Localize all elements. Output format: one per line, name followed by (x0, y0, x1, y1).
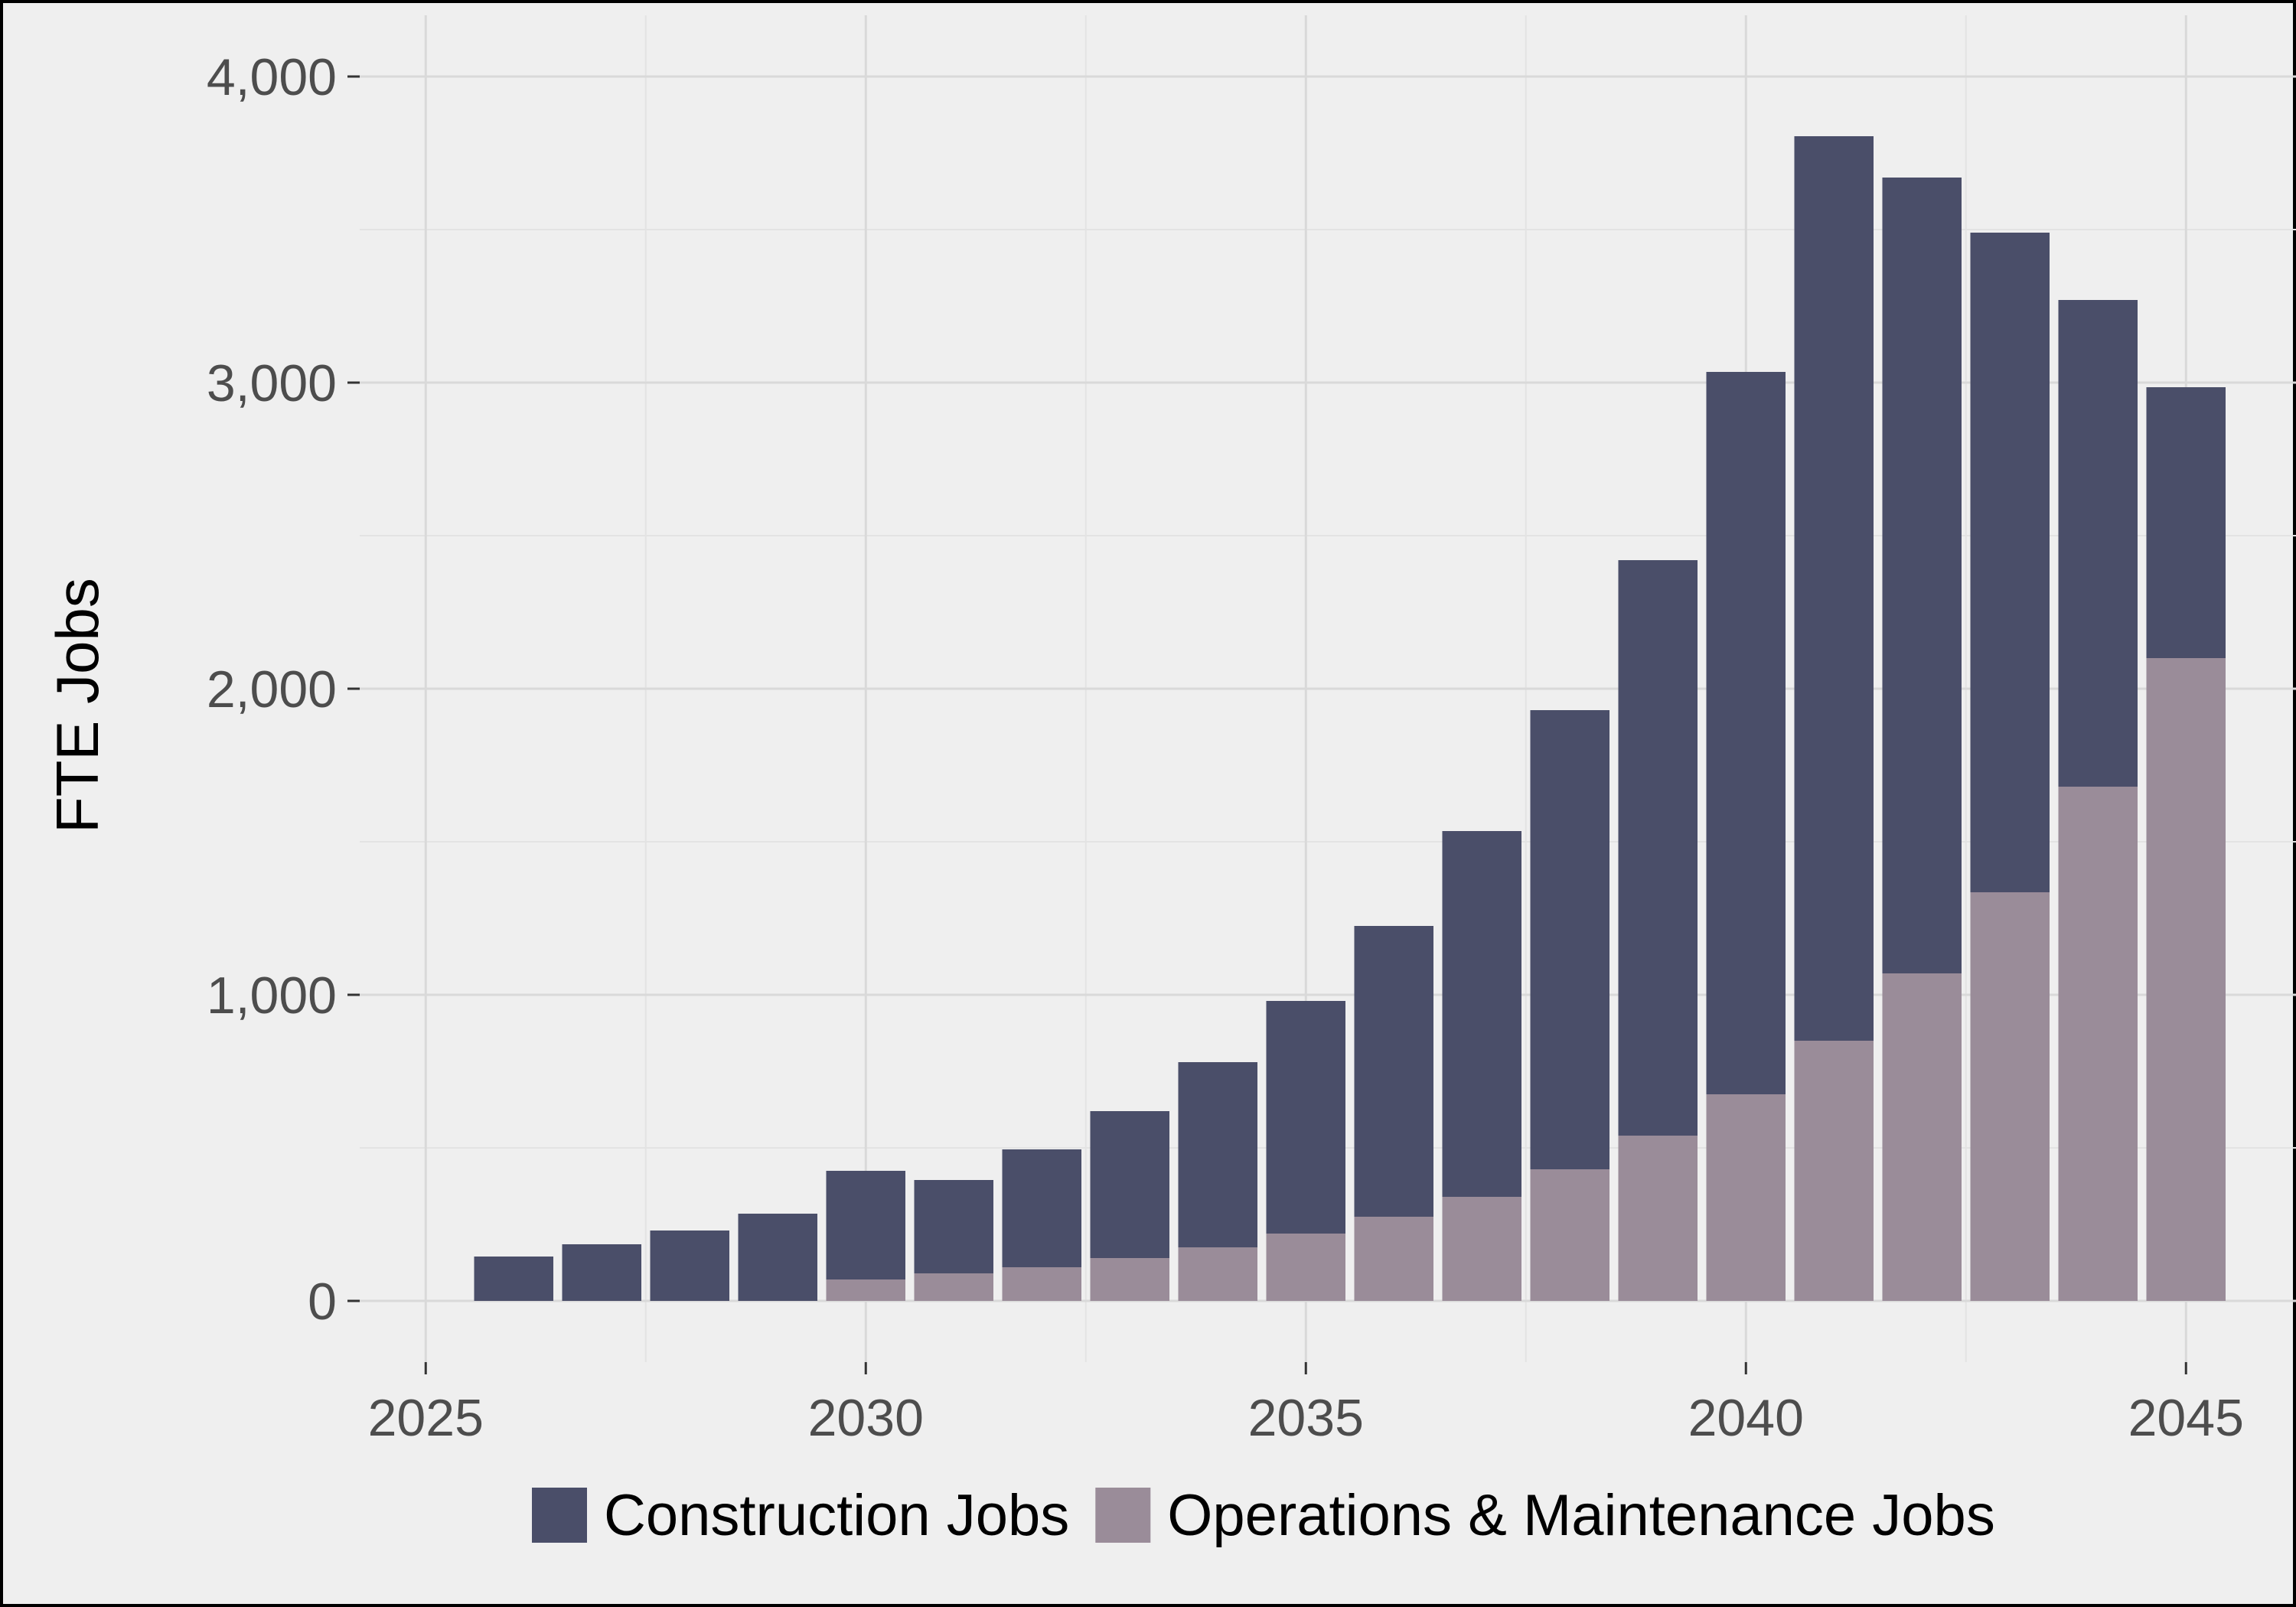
bar-construction-jobs-2027 (562, 1244, 641, 1301)
bar-operations-maintenance-jobs-2038 (1530, 1169, 1609, 1301)
bar-operations-maintenance-jobs-2044 (2058, 787, 2138, 1301)
bar-construction-jobs-2036 (1354, 926, 1433, 1217)
bar-operations-maintenance-jobs-2036 (1354, 1217, 1433, 1301)
bar-construction-jobs-2044 (2058, 300, 2138, 787)
y-tick-label-2: 2,000 (207, 660, 337, 719)
bar-operations-maintenance-jobs-2037 (1442, 1197, 1521, 1301)
bar-operations-maintenance-jobs-2030 (826, 1279, 905, 1301)
bar-operations-maintenance-jobs-2031 (914, 1273, 993, 1301)
bar-operations-maintenance-jobs-2045 (2146, 658, 2226, 1301)
bar-construction-jobs-2042 (1882, 178, 1962, 973)
legend-label-1: Operations & Maintenance Jobs (1167, 1483, 1995, 1548)
bar-operations-maintenance-jobs-2039 (1618, 1136, 1698, 1301)
bar-construction-jobs-2043 (1970, 233, 2050, 892)
bar-construction-jobs-2038 (1530, 710, 1609, 1169)
legend-key-0 (532, 1488, 587, 1543)
x-tick-label-4: 2045 (2128, 1389, 2244, 1447)
bar-operations-maintenance-jobs-2032 (1002, 1267, 1081, 1301)
x-tick-label-2: 2035 (1248, 1389, 1364, 1447)
bar-construction-jobs-2028 (650, 1231, 729, 1301)
bar-operations-maintenance-jobs-2034 (1178, 1247, 1257, 1301)
tick-labels: 0 1,000 2,000 3,000 4,000 2025 2030 2035 2040 204… (207, 48, 2244, 1447)
bar-construction-jobs-2035 (1266, 1001, 1345, 1234)
axis-ticks (347, 75, 2187, 1374)
bar-construction-jobs-2040 (1706, 372, 1786, 1094)
bar-construction-jobs-2031 (914, 1180, 993, 1273)
bar-construction-jobs-2029 (738, 1214, 817, 1301)
y-tick-label-4: 4,000 (207, 48, 337, 106)
bar-operations-maintenance-jobs-2042 (1882, 973, 1962, 1301)
legend: Construction Jobs Operations & Maintenanc… (532, 1483, 1995, 1548)
y-axis-title: FTE Jobs (44, 578, 111, 833)
bars (474, 136, 2226, 1301)
bar-construction-jobs-2026 (474, 1257, 553, 1301)
bar-operations-maintenance-jobs-2041 (1794, 1041, 1874, 1301)
x-tick-label-3: 2040 (1688, 1389, 1804, 1447)
bar-operations-maintenance-jobs-2033 (1090, 1258, 1169, 1301)
bar-construction-jobs-2033 (1090, 1111, 1169, 1258)
bar-operations-maintenance-jobs-2043 (1970, 892, 2050, 1301)
bar-construction-jobs-2030 (826, 1171, 905, 1279)
x-tick-label-0: 2025 (368, 1389, 484, 1447)
bar-operations-maintenance-jobs-2035 (1266, 1234, 1345, 1301)
bar-construction-jobs-2037 (1442, 831, 1521, 1197)
legend-key-1 (1095, 1488, 1151, 1543)
bar-operations-maintenance-jobs-2040 (1706, 1094, 1786, 1301)
bar-construction-jobs-2032 (1002, 1149, 1081, 1267)
y-tick-label-0: 0 (308, 1273, 337, 1331)
bar-construction-jobs-2041 (1794, 136, 1874, 1041)
bar-construction-jobs-2045 (2146, 387, 2226, 658)
x-tick-label-1: 2030 (808, 1389, 924, 1447)
y-tick-label-3: 3,000 (207, 354, 337, 412)
y-tick-label-1: 1,000 (207, 966, 337, 1025)
bar-construction-jobs-2034 (1178, 1062, 1257, 1247)
legend-label-0: Construction Jobs (604, 1483, 1069, 1548)
bar-construction-jobs-2039 (1618, 560, 1698, 1136)
